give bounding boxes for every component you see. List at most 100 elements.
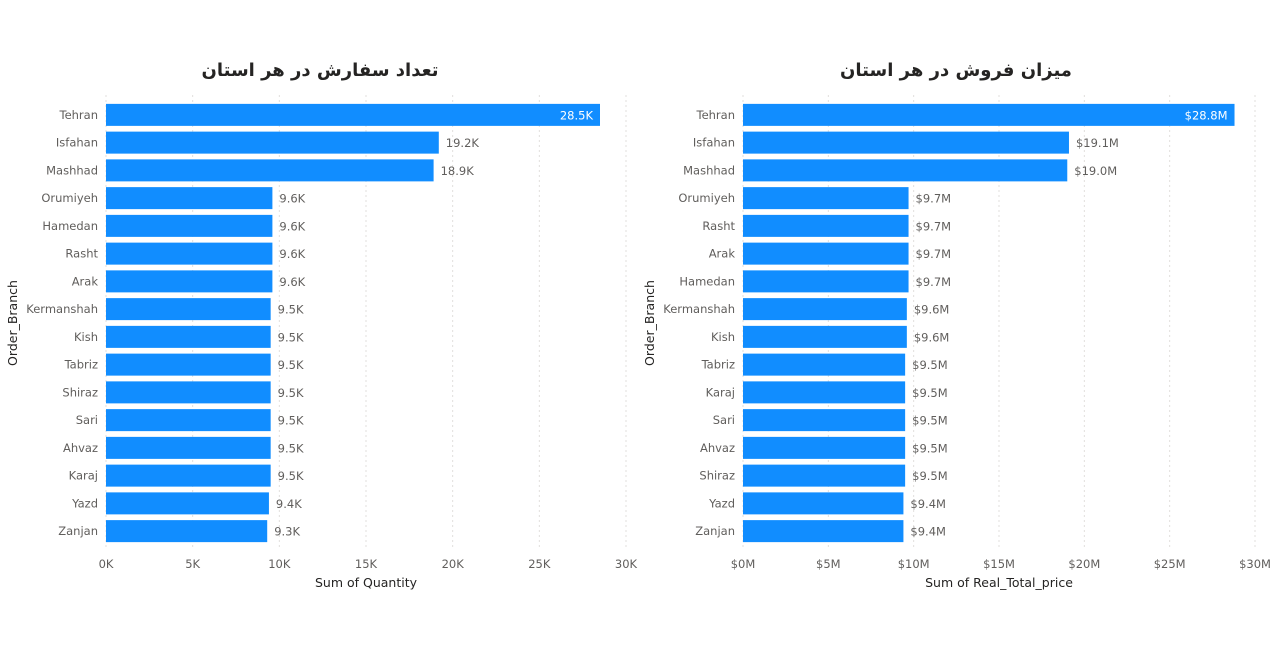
category-label: Shiraz <box>699 469 735 483</box>
bar[interactable] <box>743 187 909 210</box>
category-label: Tabriz <box>64 358 98 372</box>
category-label: Yazd <box>708 496 735 510</box>
data-label: 9.5K <box>278 330 304 344</box>
category-label: Sari <box>713 413 735 427</box>
data-label: $9.6M <box>914 303 950 317</box>
x-tick-label: 0K <box>99 557 114 571</box>
category-label: Zanjan <box>58 524 98 538</box>
bar[interactable] <box>106 353 271 376</box>
category-label: Kermanshah <box>26 302 98 316</box>
bar[interactable] <box>106 103 600 126</box>
category-label: Kish <box>711 330 735 344</box>
data-label: $9.7M <box>916 275 952 289</box>
data-label: $19.0M <box>1074 164 1117 178</box>
bar[interactable] <box>743 325 907 348</box>
bar[interactable] <box>106 131 439 154</box>
category-label: Arak <box>709 247 736 261</box>
data-label: 19.2K <box>446 136 480 150</box>
bar[interactable] <box>743 520 904 543</box>
data-label: $9.4M <box>910 497 946 511</box>
bar[interactable] <box>106 409 271 432</box>
bar[interactable] <box>106 436 271 459</box>
category-label: Rasht <box>702 219 735 233</box>
data-label: 9.6K <box>279 247 305 261</box>
data-label: $9.4M <box>910 525 946 539</box>
bar[interactable] <box>106 214 273 237</box>
category-label: Kish <box>74 330 98 344</box>
bar[interactable] <box>743 131 1069 154</box>
bar[interactable] <box>106 520 268 543</box>
category-label: Rasht <box>65 247 98 261</box>
x-axis-title: Sum of Real_Total_price <box>925 575 1073 590</box>
x-tick-label: 25K <box>528 557 551 571</box>
data-label: $9.7M <box>916 192 952 206</box>
x-axis-title: Sum of Quantity <box>315 575 418 590</box>
category-label: Orumiyeh <box>678 191 735 205</box>
bar[interactable] <box>743 436 906 459</box>
bar[interactable] <box>106 187 273 210</box>
data-label: 9.6K <box>279 192 305 206</box>
bar[interactable] <box>743 103 1235 126</box>
bar[interactable] <box>743 409 906 432</box>
x-tick-label: $30M <box>1239 557 1271 571</box>
category-label: Yazd <box>71 496 98 510</box>
category-label: Karaj <box>706 385 735 399</box>
data-label: 9.5K <box>278 469 304 483</box>
x-tick-label: $15M <box>983 557 1015 571</box>
bar[interactable] <box>106 242 273 265</box>
bar[interactable] <box>743 353 906 376</box>
x-tick-label: 30K <box>615 557 638 571</box>
x-tick-label: $5M <box>816 557 841 571</box>
data-label: 9.6K <box>279 219 305 233</box>
chart-title: میزان فروش در هر استان <box>840 60 1072 81</box>
x-tick-label: $0M <box>731 557 756 571</box>
data-label: $9.7M <box>916 247 952 261</box>
x-tick-label: 15K <box>355 557 378 571</box>
data-label: $9.6M <box>914 330 950 344</box>
bar[interactable] <box>743 492 904 515</box>
category-label: Mashhad <box>46 163 98 177</box>
category-label: Isfahan <box>693 136 735 150</box>
bar[interactable] <box>106 464 271 487</box>
bar[interactable] <box>743 298 907 321</box>
category-label: Mashhad <box>683 163 735 177</box>
category-label: Zanjan <box>695 524 735 538</box>
x-tick-label: $10M <box>898 557 930 571</box>
bar[interactable] <box>743 159 1068 182</box>
bar[interactable] <box>743 381 906 404</box>
bar[interactable] <box>106 492 269 515</box>
x-tick-label: 20K <box>442 557 465 571</box>
data-label: $9.5M <box>912 358 948 372</box>
category-label: Hamedan <box>42 219 98 233</box>
category-label: Tehran <box>59 108 99 122</box>
category-label: Isfahan <box>56 136 98 150</box>
y-axis-title: Order_Branch <box>642 280 657 366</box>
bar[interactable] <box>743 242 909 265</box>
data-label: $19.1M <box>1076 136 1119 150</box>
category-label: Shiraz <box>62 385 98 399</box>
data-label: 9.5K <box>278 303 304 317</box>
category-label: Arak <box>72 274 99 288</box>
bar[interactable] <box>106 159 434 182</box>
data-label: 9.4K <box>276 497 302 511</box>
category-label: Orumiyeh <box>41 191 98 205</box>
bar[interactable] <box>743 464 906 487</box>
category-label: Ahvaz <box>63 441 98 455</box>
category-label: Ahvaz <box>700 441 735 455</box>
bar[interactable] <box>106 381 271 404</box>
bar[interactable] <box>106 325 271 348</box>
data-label: 9.5K <box>278 386 304 400</box>
data-label: 18.9K <box>441 164 475 178</box>
x-tick-label: 5K <box>185 557 200 571</box>
bar[interactable] <box>106 270 273 293</box>
bar[interactable] <box>106 298 271 321</box>
bar[interactable] <box>743 214 909 237</box>
bar[interactable] <box>743 270 909 293</box>
data-label: $9.5M <box>912 386 948 400</box>
category-label: Kermanshah <box>663 302 735 316</box>
x-tick-label: $20M <box>1068 557 1100 571</box>
data-label: $9.5M <box>912 469 948 483</box>
category-label: Hamedan <box>679 274 735 288</box>
data-label: 9.6K <box>279 275 305 289</box>
